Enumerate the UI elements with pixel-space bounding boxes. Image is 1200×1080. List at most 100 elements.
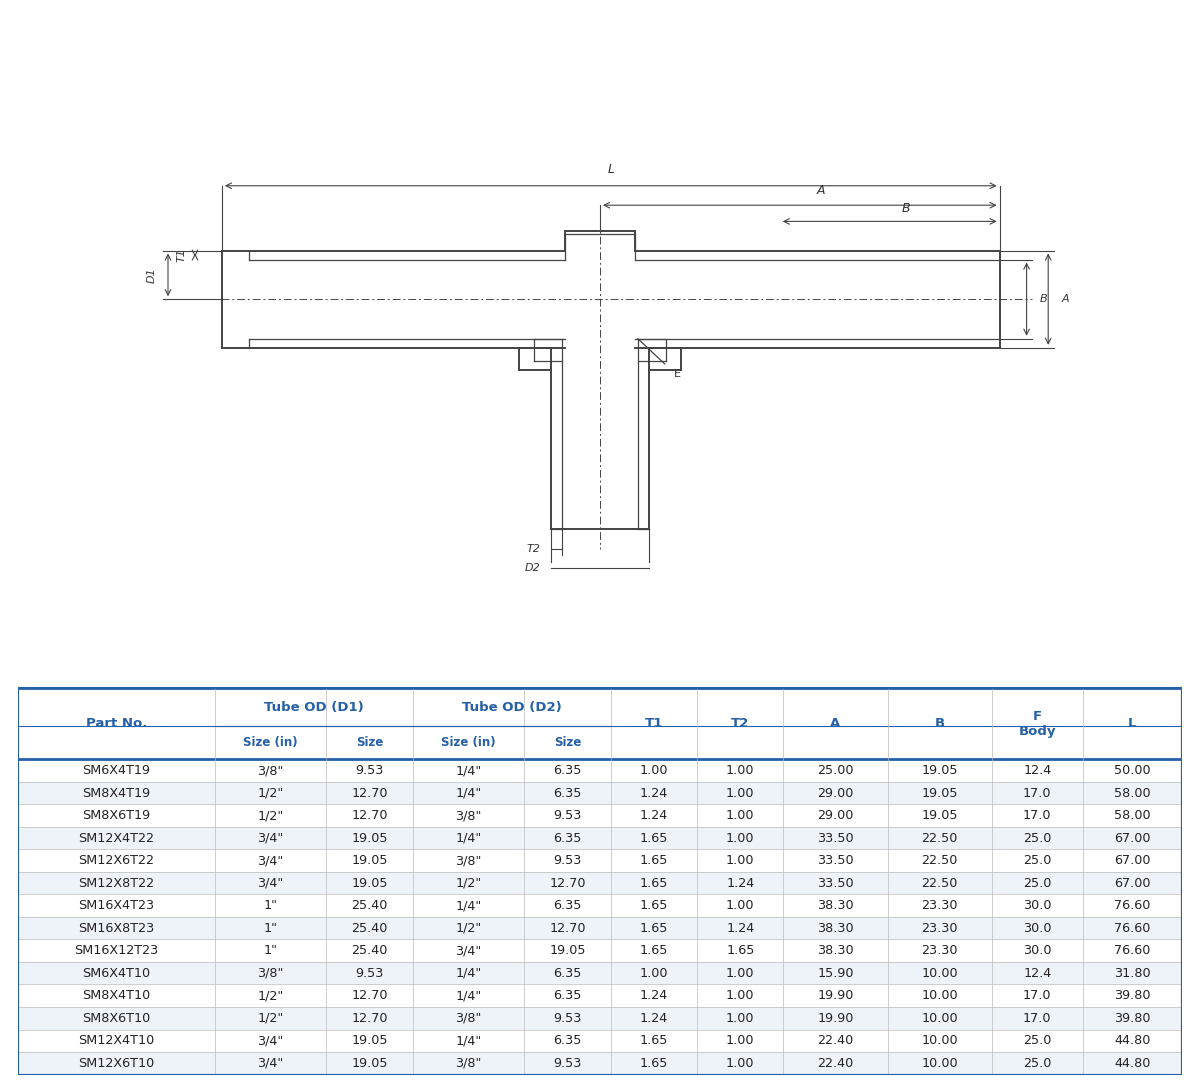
Text: 29.00: 29.00 (817, 809, 853, 822)
Text: T2: T2 (731, 717, 749, 730)
Text: T2: T2 (527, 543, 541, 554)
Text: 1.00: 1.00 (726, 854, 755, 867)
Text: 3/4": 3/4" (258, 877, 283, 890)
Text: 10.00: 10.00 (922, 989, 958, 1002)
Text: 3/4": 3/4" (456, 944, 481, 957)
Bar (18, 759, 1182, 782)
Text: T1: T1 (176, 248, 186, 262)
Text: 1.24: 1.24 (640, 809, 668, 822)
Bar (18, 985, 1182, 1007)
Bar (18, 917, 1182, 940)
Text: 19.05: 19.05 (352, 1057, 388, 1070)
Text: SM16X4T23: SM16X4T23 (78, 900, 155, 913)
Bar (18, 849, 1182, 872)
Text: 12.70: 12.70 (352, 1012, 388, 1025)
Text: 25.0: 25.0 (1024, 832, 1051, 845)
Text: 22.50: 22.50 (922, 877, 958, 890)
Text: 19.05: 19.05 (550, 944, 586, 957)
Text: 3/8": 3/8" (258, 764, 283, 777)
Text: 1.00: 1.00 (726, 786, 755, 799)
Text: 1.00: 1.00 (726, 832, 755, 845)
Text: 58.00: 58.00 (1114, 809, 1151, 822)
Text: 1/2": 1/2" (258, 786, 283, 799)
Text: D1: D1 (148, 267, 157, 283)
Text: 1/4": 1/4" (456, 967, 481, 980)
Text: 15.90: 15.90 (817, 967, 853, 980)
Text: 9.53: 9.53 (355, 967, 384, 980)
Text: 33.50: 33.50 (817, 877, 853, 890)
Text: 30.0: 30.0 (1024, 944, 1051, 957)
Bar (18, 940, 1182, 962)
Text: 1/4": 1/4" (456, 989, 481, 1002)
Text: 58.00: 58.00 (1114, 786, 1151, 799)
Text: SM12X6T22: SM12X6T22 (78, 854, 155, 867)
Text: 6.35: 6.35 (553, 832, 582, 845)
Text: 22.50: 22.50 (922, 854, 958, 867)
Text: 17.0: 17.0 (1024, 989, 1051, 1002)
Text: 6.35: 6.35 (553, 989, 582, 1002)
Text: 1.65: 1.65 (640, 877, 668, 890)
Text: T1: T1 (644, 717, 664, 730)
Text: 19.05: 19.05 (352, 854, 388, 867)
Text: 1/2": 1/2" (258, 809, 283, 822)
Bar (18, 1052, 1182, 1075)
Text: Size (in): Size (in) (244, 735, 298, 750)
Text: SM12X4T22: SM12X4T22 (78, 832, 155, 845)
Text: SM16X12T23: SM16X12T23 (74, 944, 158, 957)
Text: 10.00: 10.00 (922, 1035, 958, 1048)
Text: 33.50: 33.50 (817, 854, 853, 867)
Text: 3/8": 3/8" (456, 854, 482, 867)
Text: 38.30: 38.30 (817, 921, 853, 934)
Text: D2: D2 (524, 563, 541, 573)
Text: 12.70: 12.70 (352, 786, 388, 799)
Text: 22.40: 22.40 (817, 1057, 853, 1070)
Text: Tube OD (D2): Tube OD (D2) (462, 701, 562, 714)
Text: 6.35: 6.35 (553, 900, 582, 913)
Text: 12.4: 12.4 (1024, 764, 1051, 777)
Text: B: B (1039, 294, 1048, 305)
Text: 1/4": 1/4" (456, 786, 481, 799)
Text: Size (in): Size (in) (442, 735, 496, 750)
Text: 17.0: 17.0 (1024, 809, 1051, 822)
Bar (18, 872, 1182, 894)
Text: 1.65: 1.65 (640, 921, 668, 934)
Text: 12.70: 12.70 (550, 921, 586, 934)
Text: 9.53: 9.53 (553, 809, 582, 822)
Text: 1.00: 1.00 (640, 764, 668, 777)
Text: 3/4": 3/4" (258, 854, 283, 867)
Text: 25.40: 25.40 (352, 921, 388, 934)
Text: 67.00: 67.00 (1115, 877, 1151, 890)
Text: SM6X4T10: SM6X4T10 (83, 967, 150, 980)
Text: 1.00: 1.00 (726, 1012, 755, 1025)
Bar (18, 805, 1182, 827)
Text: 22.50: 22.50 (922, 832, 958, 845)
Text: 3/4": 3/4" (258, 1035, 283, 1048)
Text: SM8X6T10: SM8X6T10 (83, 1012, 150, 1025)
Text: SM12X8T22: SM12X8T22 (78, 877, 155, 890)
Bar (18, 827, 1182, 849)
Text: 31.80: 31.80 (1114, 967, 1151, 980)
Text: 25.0: 25.0 (1024, 1057, 1051, 1070)
Text: 23.30: 23.30 (922, 944, 958, 957)
Text: SM12X6T10: SM12X6T10 (78, 1057, 155, 1070)
Text: B: B (935, 717, 944, 730)
Text: 38.30: 38.30 (817, 900, 853, 913)
Bar (18, 1007, 1182, 1029)
Text: 1.65: 1.65 (640, 900, 668, 913)
Text: 1.00: 1.00 (726, 989, 755, 1002)
Text: 33.50: 33.50 (817, 832, 853, 845)
Text: 1.00: 1.00 (726, 1057, 755, 1070)
Text: 1/2": 1/2" (456, 921, 481, 934)
Text: 44.80: 44.80 (1115, 1057, 1151, 1070)
Text: 12.70: 12.70 (352, 989, 388, 1002)
Text: 10.00: 10.00 (922, 1012, 958, 1025)
Text: L: L (607, 163, 614, 176)
Text: 1.65: 1.65 (640, 944, 668, 957)
Text: 3/4": 3/4" (258, 832, 283, 845)
Text: 76.60: 76.60 (1115, 921, 1151, 934)
Text: SM12X4T10: SM12X4T10 (78, 1035, 155, 1048)
Bar (18, 962, 1182, 985)
Text: 25.00: 25.00 (817, 764, 853, 777)
Text: 25.40: 25.40 (352, 900, 388, 913)
Text: SM8X6T19: SM8X6T19 (83, 809, 150, 822)
